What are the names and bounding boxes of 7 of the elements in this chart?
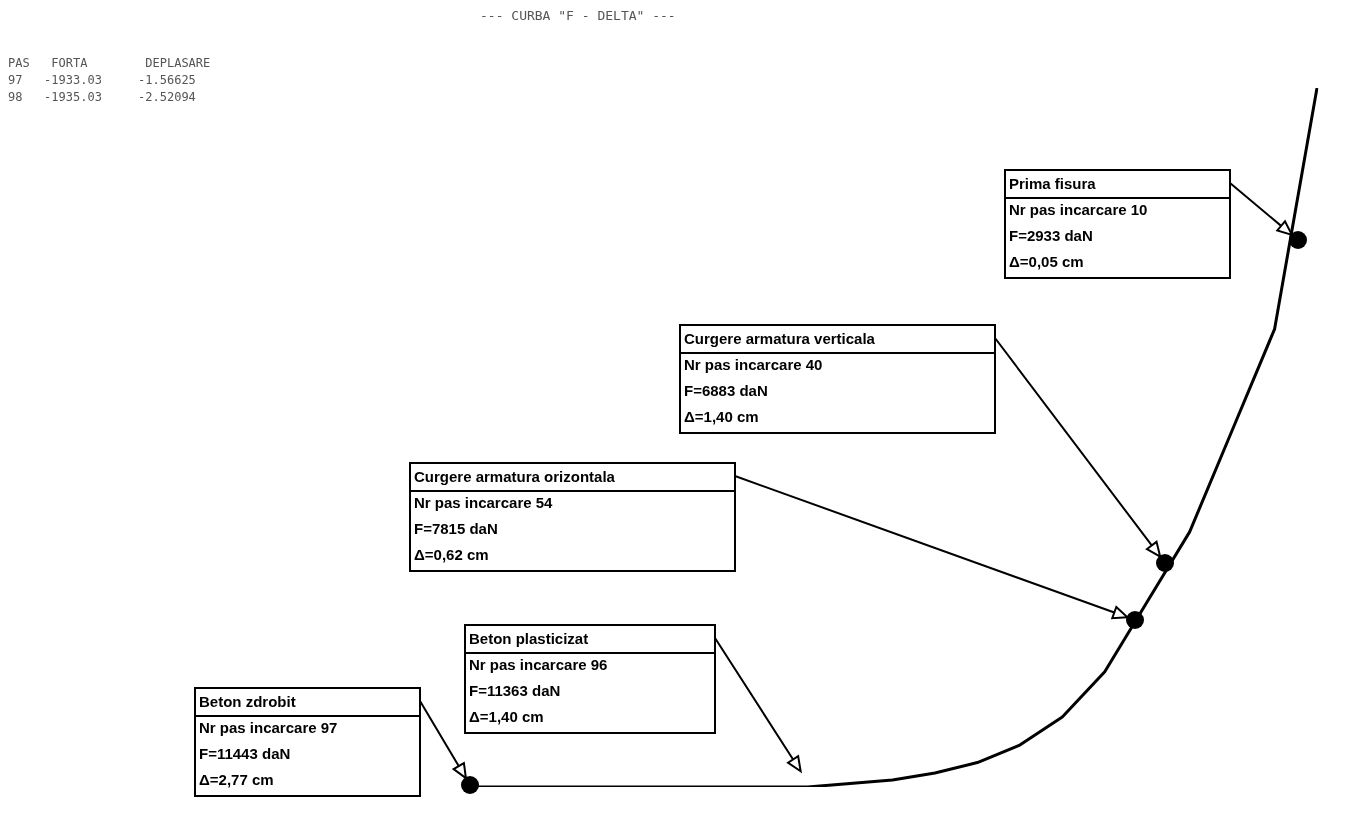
annotation: Prima fisura Nr pas incarcare 10 F=2933 daN Δ=0,05 cm xyxy=(1009,175,1148,271)
annotation: Curgere armatura orizontala Nr pas incarcare 54 F=7815 daN Δ=0,62 cm xyxy=(414,468,616,564)
text: Beton zdrobit Nr pas incarcare 97 F=11443 daN Δ=2,77 cm xyxy=(199,693,338,789)
chart-title: --- CURBA "F - DELTA" --- xyxy=(480,8,676,23)
annotation: Beton plasticizat Nr pas incarcare 96 F=11363 daN Δ=1,40 cm xyxy=(469,630,608,726)
annotation: Curgere armatura verticala Nr pas incarcare 40 F=6883 daN Δ=1,40 cm xyxy=(684,330,876,426)
text: PAS FORTA DEPLASARE 97 -1933.03 -1.56625 98 -1935.03 -2.52094 xyxy=(8,56,211,105)
